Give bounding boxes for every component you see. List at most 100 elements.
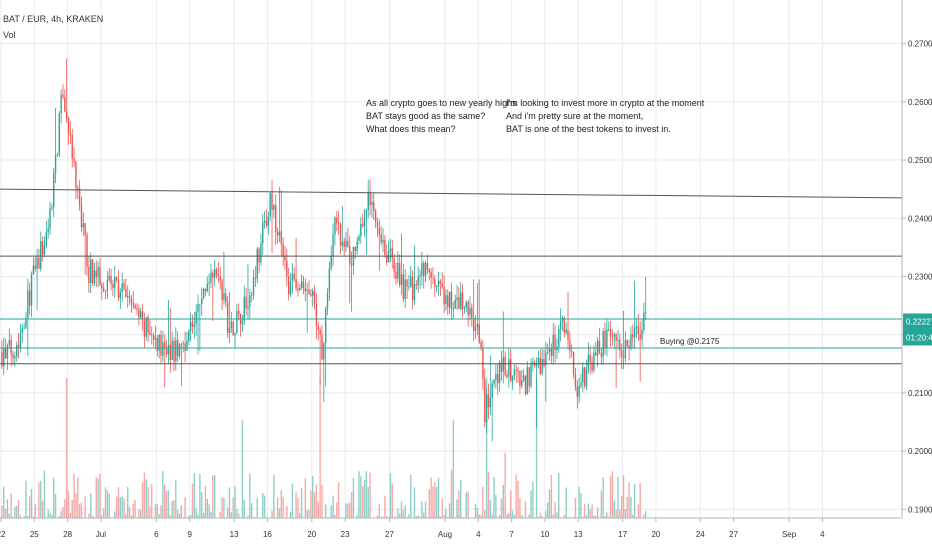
candle (643, 303, 644, 334)
volume-bar (453, 420, 454, 518)
candle-body (194, 324, 195, 326)
candle (262, 214, 263, 255)
candle-body (247, 306, 248, 308)
candle (580, 374, 581, 389)
candle (197, 295, 198, 355)
candle (129, 290, 130, 305)
candle-body (416, 284, 417, 285)
volume-bar (171, 501, 172, 518)
candle-body (220, 276, 221, 280)
candle-body (12, 354, 13, 358)
volume-bar (149, 507, 150, 518)
volume-bar (207, 499, 208, 518)
candle-body (571, 351, 572, 352)
candle (355, 247, 356, 259)
volume-bar (384, 496, 385, 518)
candle (277, 228, 278, 244)
candle (29, 282, 30, 315)
candle (406, 279, 407, 299)
candle (171, 332, 172, 360)
candle (632, 324, 633, 348)
candle-body (275, 205, 276, 232)
volume-bar (390, 473, 391, 518)
volume-bar (475, 504, 476, 518)
candle-body (59, 113, 60, 154)
candle (273, 204, 274, 218)
candle (527, 361, 528, 395)
candle-body (234, 333, 235, 335)
volume-bar (49, 513, 50, 518)
candle (453, 302, 454, 319)
candle-body (392, 248, 393, 258)
volume-bar (451, 469, 452, 518)
candle (360, 217, 361, 244)
candle (451, 283, 452, 320)
candle-body (467, 302, 468, 315)
volume-bar (157, 504, 158, 518)
candle (612, 330, 613, 346)
time-tick-label: 27 (385, 530, 394, 539)
candle-body (258, 249, 259, 263)
candle (294, 267, 295, 282)
candle (436, 285, 437, 292)
candle (627, 339, 628, 348)
candle-body (53, 173, 54, 207)
volume-bar (162, 471, 163, 518)
volume-bar (630, 497, 631, 518)
candle-body (567, 330, 568, 341)
candle-body (225, 293, 226, 302)
volume-bar (299, 513, 300, 518)
candle (149, 320, 150, 335)
candle (530, 359, 531, 388)
candle-body (301, 281, 302, 288)
candle-body (231, 322, 232, 329)
candle-body (173, 341, 174, 361)
candle-body (5, 347, 6, 358)
candle-body (371, 202, 372, 205)
candle (521, 370, 522, 389)
time-tick-label: 4 (820, 530, 825, 539)
time-tick-label: 13 (574, 530, 583, 539)
volume-bar (138, 509, 139, 518)
volume-bar (181, 505, 182, 518)
candle-body (253, 278, 254, 295)
candle-body (366, 210, 367, 219)
candle-body (27, 290, 28, 317)
volume-bar (68, 491, 69, 518)
volume-bar (466, 493, 467, 518)
candle-body (445, 295, 446, 304)
volume-bar (144, 472, 145, 518)
volume-bar (116, 496, 117, 518)
volume-bar (177, 510, 178, 518)
candle (314, 286, 315, 310)
volume-bar (430, 478, 431, 518)
candle-body (144, 321, 145, 337)
volume-bar (120, 497, 121, 518)
volume-bar (184, 497, 185, 518)
volume-bar (312, 476, 313, 518)
volume-bar (554, 502, 555, 518)
candle-body (484, 379, 485, 422)
candle (484, 369, 485, 428)
volume-bar (319, 378, 320, 518)
candle-body (40, 241, 41, 268)
candle (5, 338, 6, 359)
volume-bar (506, 514, 507, 518)
candle-body (166, 349, 167, 354)
candle (292, 263, 293, 294)
volume-bar (257, 498, 258, 518)
candle (94, 262, 95, 286)
candle (168, 300, 169, 364)
candle-body (129, 296, 130, 298)
candle (495, 364, 496, 389)
volume-bar (105, 487, 106, 518)
candle (540, 349, 541, 375)
volume-bar (221, 497, 222, 518)
candle (297, 281, 298, 296)
candle (3, 338, 4, 375)
annotation-left-line: BAT stays good as the same? (366, 111, 485, 121)
